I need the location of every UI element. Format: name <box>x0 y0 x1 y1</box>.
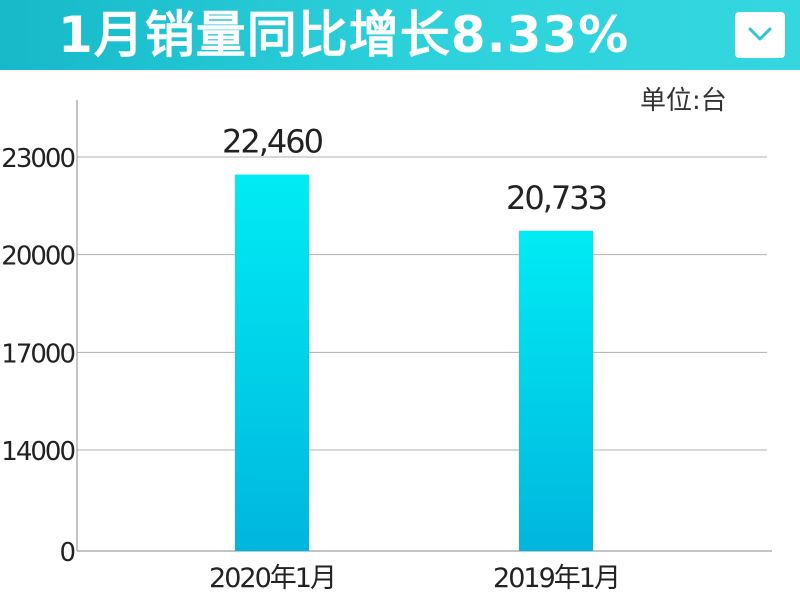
chevron-down-icon <box>748 27 772 41</box>
y-tick-label: 23000 <box>1 144 74 174</box>
y-tick-label: 14000 <box>1 437 74 467</box>
data-label: 20,733 <box>506 179 606 217</box>
x-tick-label: 2019年1月 <box>493 563 619 594</box>
data-label: 22,460 <box>222 123 323 161</box>
y-tick-label: 20000 <box>1 242 74 272</box>
y-tick-label: 0 <box>59 538 74 568</box>
dropdown-button[interactable] <box>735 12 785 58</box>
x-tick-label: 2020年1月 <box>209 563 335 594</box>
header-banner: 1月销量同比增长8.33% <box>0 0 800 70</box>
bar <box>519 230 593 551</box>
chart-title: 1月销量同比增长8.33% <box>58 6 630 64</box>
unit-label: 单位:台 <box>640 86 727 116</box>
bar <box>235 174 309 551</box>
y-tick-label: 17000 <box>1 339 74 369</box>
